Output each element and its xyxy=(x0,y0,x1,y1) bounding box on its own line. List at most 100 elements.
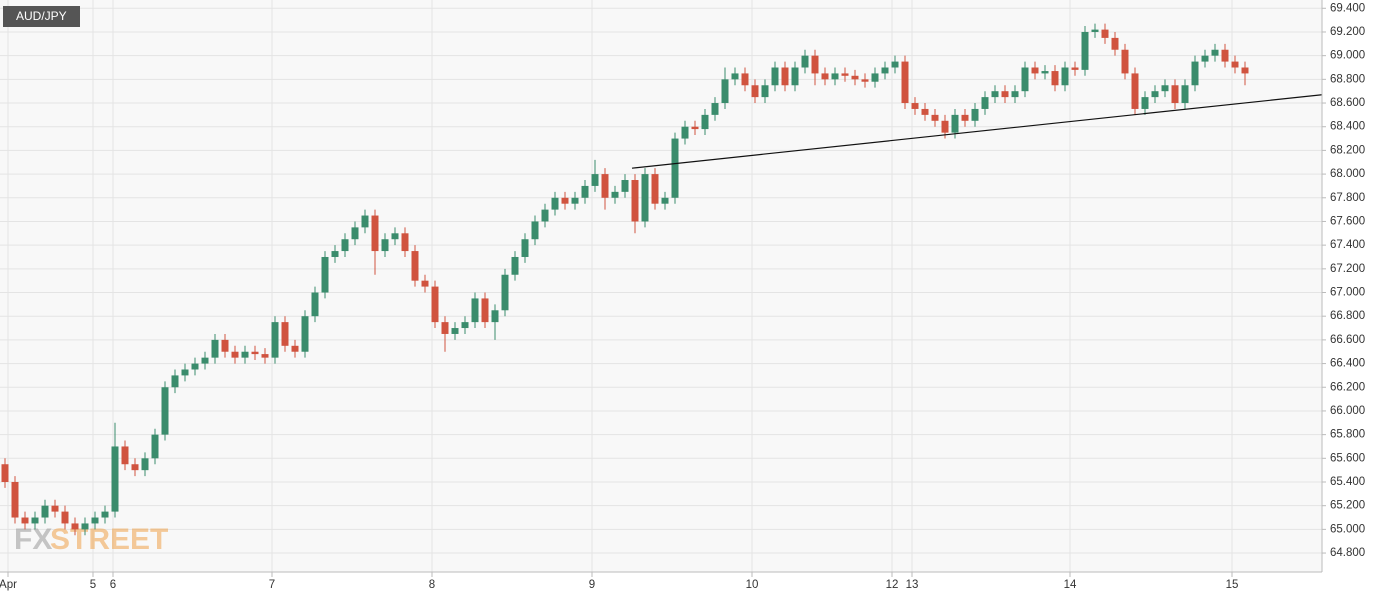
candle-body xyxy=(191,363,199,370)
y-tick-label: 66.600 xyxy=(1330,334,1365,346)
candle-body xyxy=(491,310,499,323)
axes: 64.800 65.000 65.200 65.400 65.600 65.800 66.0… xyxy=(0,2,1365,591)
y-tick-label: 65.200 xyxy=(1330,500,1365,512)
x-tick-label: Apr xyxy=(0,579,17,591)
candle-body xyxy=(691,126,699,130)
candle-body xyxy=(831,73,839,80)
y-tick-label: 65.000 xyxy=(1330,523,1365,535)
candle-body xyxy=(891,61,899,68)
candle-body xyxy=(591,174,599,186)
candle-body xyxy=(771,67,779,86)
candle-body xyxy=(111,446,119,512)
candle-body xyxy=(901,61,909,104)
candle-body xyxy=(501,274,509,311)
candle-body xyxy=(241,351,249,358)
candle-body xyxy=(221,339,229,352)
y-tick-label: 67.800 xyxy=(1330,192,1365,204)
candle-body xyxy=(391,233,399,240)
trendline xyxy=(631,94,1323,169)
candle-body xyxy=(341,239,349,252)
candle-body xyxy=(881,67,889,74)
candle-body xyxy=(621,180,629,192)
candle-body xyxy=(791,67,799,86)
candle-body xyxy=(581,185,589,198)
candle-body xyxy=(1231,61,1239,68)
candle-body xyxy=(21,517,29,524)
candle-body xyxy=(361,215,369,228)
x-tick-label: 5 xyxy=(90,579,96,591)
candle-body xyxy=(931,114,939,121)
candle-body xyxy=(101,511,109,518)
candle-body xyxy=(841,73,849,76)
y-tick-label: 68.200 xyxy=(1330,144,1365,156)
candle-body xyxy=(531,221,539,240)
y-tick-label: 66.800 xyxy=(1330,310,1365,322)
candle-body xyxy=(171,375,179,388)
y-tick-label: 65.600 xyxy=(1330,452,1365,464)
y-tick-label: 69.400 xyxy=(1330,2,1365,14)
candle-body xyxy=(1041,71,1049,74)
candle-body xyxy=(151,434,159,459)
candle-body xyxy=(321,256,329,293)
candle-body xyxy=(351,227,359,240)
candle-body xyxy=(1191,61,1199,86)
y-tick-label: 68.800 xyxy=(1330,73,1365,85)
x-tick-label: 15 xyxy=(1226,579,1239,591)
candle-body xyxy=(751,85,759,98)
x-tick-label: 10 xyxy=(746,579,759,591)
candle-body xyxy=(1131,73,1139,109)
candle-body xyxy=(1091,29,1099,32)
candle-body xyxy=(1051,71,1059,86)
candle-body xyxy=(1181,85,1189,104)
plot-background xyxy=(0,0,1322,572)
y-tick-label: 66.400 xyxy=(1330,358,1365,370)
x-tick-label: 7 xyxy=(269,579,275,591)
candle-body xyxy=(941,120,949,133)
x-tick-label: 12 xyxy=(886,579,899,591)
y-tick-label: 67.600 xyxy=(1330,215,1365,227)
candle-body xyxy=(601,174,609,198)
candle-body xyxy=(301,316,309,352)
y-tick-label: 68.400 xyxy=(1330,121,1365,133)
candle-body xyxy=(311,292,319,317)
x-tick-label: 14 xyxy=(1064,579,1077,591)
candle-body xyxy=(61,511,69,524)
watermark-street: STREET xyxy=(50,523,168,556)
candle-body xyxy=(131,464,139,471)
candle-body xyxy=(511,256,519,275)
candle-body xyxy=(231,351,239,358)
candle-body xyxy=(1241,67,1249,74)
candle-body xyxy=(1111,37,1119,50)
candle-body xyxy=(571,197,579,204)
candle-body xyxy=(81,523,89,530)
y-tick-label: 67.200 xyxy=(1330,263,1365,275)
candle-body xyxy=(1061,67,1069,86)
candle-body xyxy=(641,174,649,222)
candle-body xyxy=(1081,31,1089,70)
candle-body xyxy=(1201,55,1209,62)
candle-body xyxy=(161,387,169,435)
candle-body xyxy=(981,97,989,109)
candle-body xyxy=(661,197,669,204)
candle-body xyxy=(761,85,769,98)
x-tick-label: 9 xyxy=(589,579,595,591)
candle-body xyxy=(261,354,269,358)
candle-body xyxy=(421,280,429,287)
candle-body xyxy=(1161,85,1169,92)
candle-body xyxy=(861,79,869,82)
watermark-fx: FX xyxy=(14,523,52,556)
candle-body xyxy=(781,67,789,86)
candle-body xyxy=(821,73,829,80)
candle-body xyxy=(1011,91,1019,98)
y-tick-label: 68.600 xyxy=(1330,97,1365,109)
candle-body xyxy=(1221,49,1229,62)
x-tick-label: 13 xyxy=(906,579,919,591)
candle-body xyxy=(711,103,719,115)
candle-body xyxy=(411,251,419,281)
y-tick-label: 64.800 xyxy=(1330,547,1365,559)
candle-body xyxy=(181,369,189,376)
candle-body xyxy=(481,298,489,323)
y-tick-label: 65.800 xyxy=(1330,429,1365,441)
candle-body xyxy=(991,91,999,98)
